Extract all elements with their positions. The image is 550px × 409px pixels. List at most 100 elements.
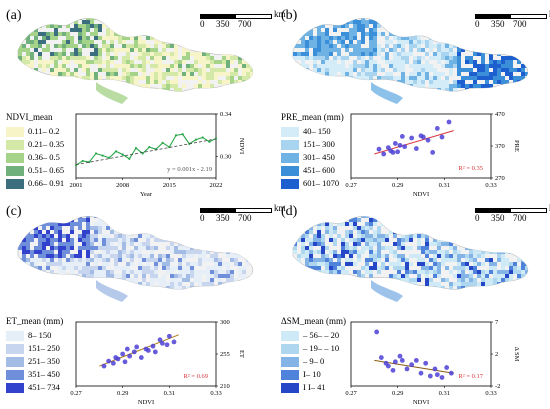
scatter-point bbox=[404, 366, 410, 372]
scatter-point bbox=[399, 358, 405, 363]
legend-label: – 9– 0 bbox=[303, 356, 325, 366]
scatter-point bbox=[399, 134, 405, 139]
scatter-point bbox=[134, 344, 140, 350]
panel-label: (a) bbox=[6, 8, 22, 23]
legend-item: 0.36– 0.5 bbox=[6, 152, 66, 164]
scatter-point bbox=[418, 370, 424, 376]
ndvi-point bbox=[148, 145, 151, 149]
scatter-point bbox=[390, 150, 396, 155]
x-tick-label: 0.31 bbox=[164, 390, 175, 397]
ndvi-point bbox=[108, 156, 111, 159]
legend-swatch bbox=[281, 383, 299, 393]
legend-swatch bbox=[6, 127, 24, 137]
scatter-point bbox=[385, 363, 391, 369]
legend-label: 601– 1070 bbox=[303, 178, 340, 188]
plot-frame bbox=[75, 113, 217, 179]
scatter-point bbox=[397, 142, 403, 148]
ndvi-point bbox=[94, 152, 98, 155]
scale-tick-700: 700 bbox=[513, 213, 527, 223]
legend-label: 0.66– 0.91 bbox=[28, 178, 65, 188]
y-tick-label: 255 bbox=[220, 351, 230, 358]
scatter-point bbox=[395, 149, 401, 155]
scatter-point bbox=[409, 362, 415, 368]
legend-label: 151– 300 bbox=[303, 139, 335, 149]
x-axis-label: NDVI bbox=[413, 399, 429, 406]
legend-swatch bbox=[6, 179, 24, 189]
legend-label: 0.36– 0.5 bbox=[28, 152, 60, 162]
legend-swatch bbox=[6, 166, 24, 176]
x-tick-label: 0.31 bbox=[439, 182, 450, 189]
legend-label: 0.21– 0.35 bbox=[28, 139, 65, 149]
scale-tick-0: 0 bbox=[200, 213, 205, 223]
scatter-point bbox=[159, 340, 165, 346]
legend-item: I I– 41 bbox=[281, 382, 341, 394]
x-tick-label: 2022 bbox=[210, 182, 223, 189]
legend-label: 0.51– 0.65 bbox=[28, 165, 65, 175]
legend-item: 301– 450 bbox=[281, 152, 341, 164]
ndvi-point bbox=[181, 133, 184, 136]
scatter-point bbox=[444, 365, 450, 370]
y-tick-label: 210 bbox=[220, 383, 230, 390]
legend-label: 40– 150 bbox=[303, 126, 331, 136]
scatter-point bbox=[392, 141, 398, 146]
panel-label: (b) bbox=[281, 8, 298, 23]
scatter-point bbox=[397, 353, 403, 359]
legend-item: 0.51– 0.65 bbox=[6, 165, 66, 177]
ndvi-point bbox=[208, 140, 211, 143]
legend-item: 0.21– 0.35 bbox=[6, 139, 66, 151]
trend-equation: y = 0.001x - 2.19 bbox=[167, 166, 212, 173]
legend-label: I– 10 bbox=[303, 369, 321, 379]
y-tick-label: 2 bbox=[495, 351, 498, 358]
sm-ndvi-scatter: 0.27 0.29 0.31 0.33-2 2 7 NDVI Δ SM R² = 0.17 bbox=[345, 319, 520, 406]
scale-unit: km bbox=[274, 9, 286, 19]
legend-label: I I– 41 bbox=[303, 382, 326, 392]
x-tick-label: 0.31 bbox=[439, 390, 450, 397]
scale-unit: km bbox=[274, 203, 286, 213]
scatter-point bbox=[434, 372, 440, 378]
scale-tick-700: 700 bbox=[513, 19, 527, 29]
scatter-point bbox=[120, 351, 126, 357]
plot-frame bbox=[75, 321, 217, 387]
ndvi-point bbox=[194, 138, 198, 141]
scale-tick-350: 350 bbox=[491, 19, 505, 29]
y-tick-label: 470 bbox=[495, 111, 505, 118]
legend-swatch bbox=[281, 344, 299, 354]
scale-tick-700: 700 bbox=[238, 213, 252, 223]
panel-d: (d) km 0 350 700 ΔSM_mean (mm) – 56– – 2… bbox=[275, 203, 550, 408]
scatter-point bbox=[432, 366, 438, 372]
scatter-point bbox=[138, 355, 144, 360]
legend-swatch bbox=[6, 140, 24, 150]
scale-bar-graphic bbox=[475, 208, 547, 213]
legend-label: – 19– – 10 bbox=[303, 343, 340, 353]
scale-tick-0: 0 bbox=[475, 213, 480, 223]
y-tick-label: 270 bbox=[495, 175, 505, 182]
ndvi-point bbox=[101, 154, 104, 157]
x-tick-label: 0.29 bbox=[392, 390, 403, 397]
y-axis-label: ET bbox=[238, 350, 245, 358]
x-axis-label: NDVI bbox=[413, 191, 429, 198]
x-tick-label: 0.29 bbox=[392, 182, 403, 189]
legend-label: 351– 450 bbox=[28, 369, 60, 379]
scatter-point bbox=[381, 151, 387, 157]
ndvi-map bbox=[17, 18, 254, 104]
scatter-point bbox=[124, 346, 130, 352]
scatter-point bbox=[131, 349, 137, 355]
y-axis-label: Δ SM bbox=[513, 347, 520, 362]
scatter-point bbox=[164, 342, 170, 348]
fit-line bbox=[99, 334, 179, 367]
legend-swatch bbox=[6, 383, 24, 393]
legend-label: 0.11– 0.2 bbox=[28, 126, 60, 136]
scatter-point bbox=[101, 363, 107, 369]
ndvi-point bbox=[141, 152, 144, 155]
scale-bar-graphic bbox=[475, 14, 547, 19]
scatter-point bbox=[425, 137, 431, 143]
ndvi-point bbox=[114, 150, 118, 153]
legend-swatch bbox=[281, 166, 299, 176]
fit-line bbox=[374, 130, 454, 155]
ndvi-trend-chart: 2001 2008 2015 2022 0.30 0.34 Year NDVI y = 0.00… bbox=[70, 111, 246, 198]
scatter-point bbox=[446, 119, 452, 125]
legend-label: 251– 350 bbox=[28, 356, 60, 366]
scatter-point bbox=[152, 349, 158, 355]
scatter-point bbox=[434, 126, 440, 131]
